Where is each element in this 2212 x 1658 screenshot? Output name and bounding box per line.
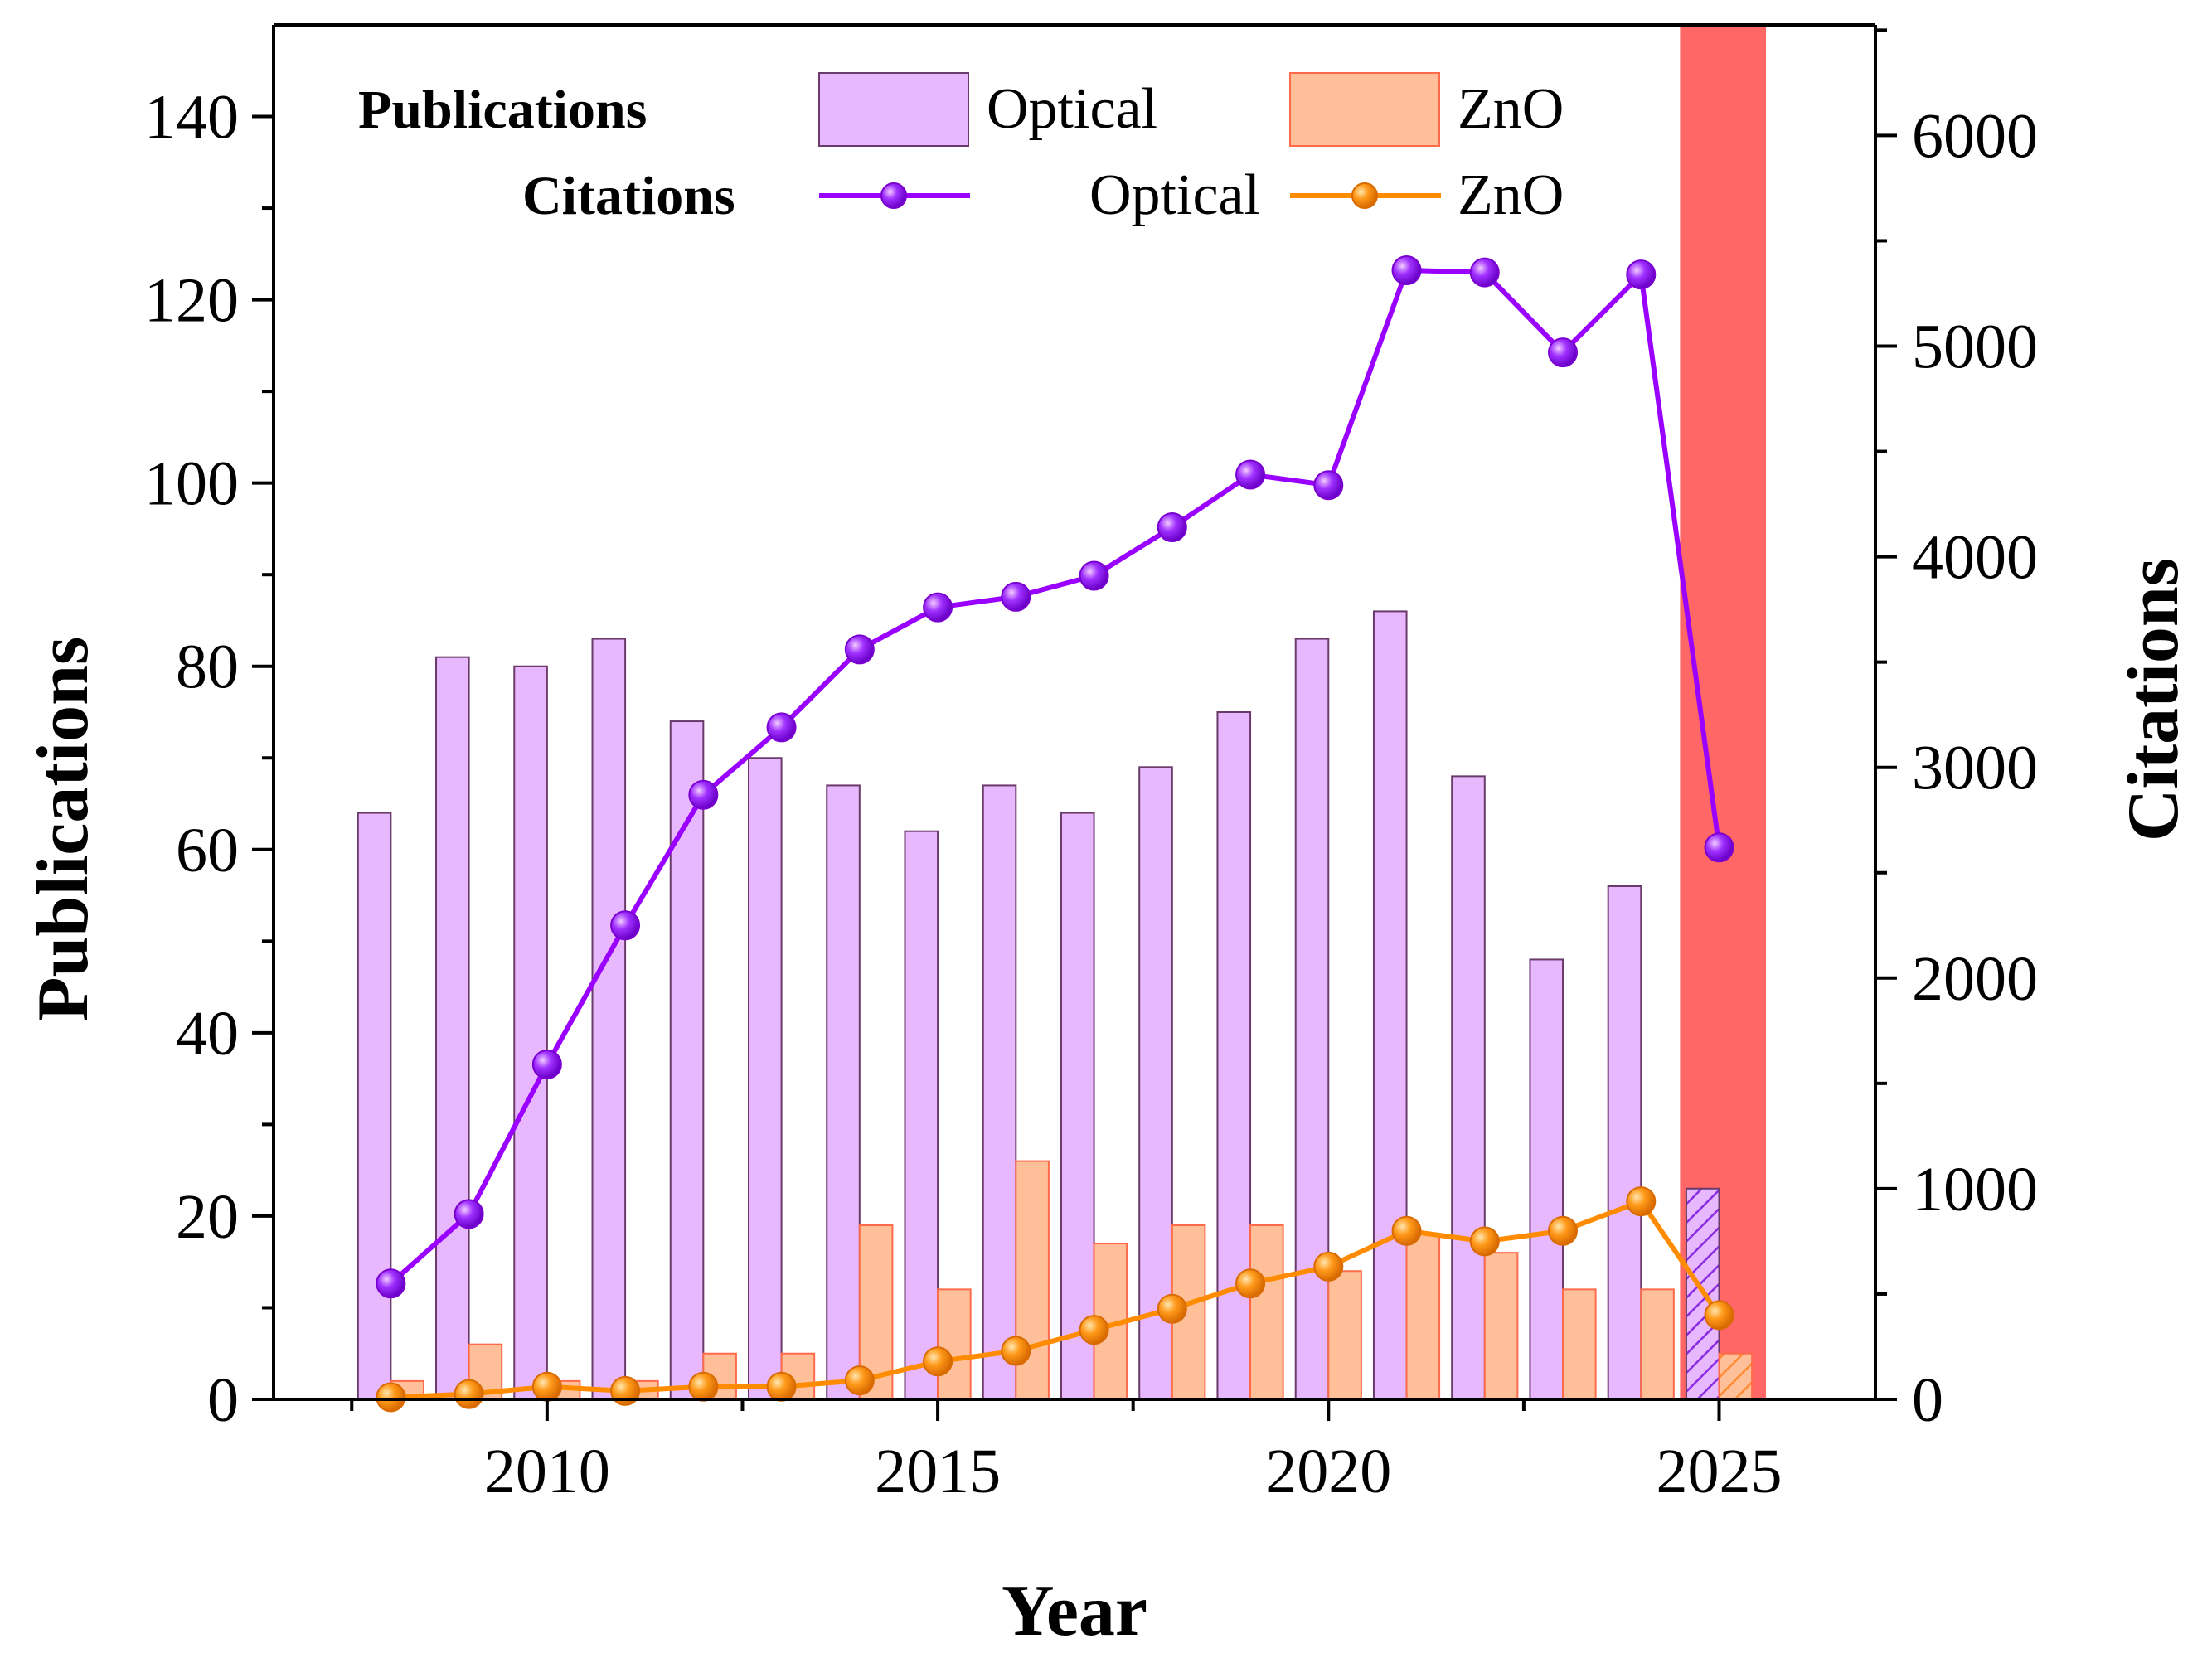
bar-optical-2024 xyxy=(1607,885,1642,1400)
bar-zno-2019 xyxy=(1249,1224,1284,1401)
y-tick-label-60: 60 xyxy=(176,816,239,885)
y-tick-label-0: 0 xyxy=(207,1365,239,1435)
point-citations-zno-2019 xyxy=(1235,1268,1266,1299)
point-citations-optical-2008 xyxy=(376,1268,406,1299)
bar-optical-2013 xyxy=(748,757,783,1400)
y-tick-label-80: 80 xyxy=(176,633,239,702)
highlight-band-2025 xyxy=(1680,25,1767,1399)
tick-labels: 2010 2015 2020 2025 0 20 40 60 80 100 120 140 0 1000 2… xyxy=(144,83,2038,1506)
y-tick-label-100: 100 xyxy=(144,449,239,519)
point-citations-optical-2010 xyxy=(531,1049,562,1079)
bar-zno-2025 xyxy=(1718,1352,1754,1400)
point-citations-optical-2020 xyxy=(1313,470,1344,501)
point-citations-zno-2014 xyxy=(844,1365,875,1396)
point-citations-optical-2009 xyxy=(454,1199,484,1229)
y2-tick-label-2000: 2000 xyxy=(1912,944,2038,1014)
bar-optical-2012 xyxy=(669,720,705,1400)
bar-layer xyxy=(357,610,1754,1401)
y2-tick-label-4000: 4000 xyxy=(1912,523,2038,593)
legend-marker-optical xyxy=(880,182,907,209)
point-citations-zno-2010 xyxy=(531,1371,562,1402)
point-citations-zno-2012 xyxy=(688,1371,719,1402)
point-citations-zno-2009 xyxy=(454,1379,484,1409)
point-citations-zno-2022 xyxy=(1469,1226,1500,1257)
point-citations-zno-2025 xyxy=(1704,1300,1734,1331)
x-tick-label-2025: 2025 xyxy=(1657,1437,1783,1506)
bar-optical-2021 xyxy=(1372,610,1408,1400)
legend-citations-header: Citations xyxy=(522,166,735,226)
point-citations-optical-2011 xyxy=(610,910,641,941)
legend-label-zno-line: ZnO xyxy=(1458,163,1564,227)
x-axis-title: Year xyxy=(1002,1571,1147,1651)
point-citations-optical-2017 xyxy=(1079,560,1109,591)
bar-optical-2017 xyxy=(1060,812,1095,1400)
y-tick-label-40: 40 xyxy=(176,999,239,1069)
y-axis-title-publications: Publications xyxy=(23,637,104,1022)
point-citations-zno-2013 xyxy=(766,1371,797,1402)
bar-optical-2010 xyxy=(513,665,548,1400)
legend: Publications Optical ZnO Citations Optic… xyxy=(358,72,1564,227)
x-tick-label-2020: 2020 xyxy=(1265,1437,1391,1506)
bar-zno-2022 xyxy=(1483,1252,1519,1400)
point-citations-zno-2017 xyxy=(1079,1315,1109,1345)
point-citations-optical-2021 xyxy=(1391,255,1422,286)
bar-optical-2020 xyxy=(1294,638,1330,1400)
point-citations-optical-2015 xyxy=(923,592,953,623)
y-tick-label-120: 120 xyxy=(144,266,239,336)
point-citations-zno-2023 xyxy=(1548,1215,1579,1246)
line-citations-optical xyxy=(389,268,1722,1286)
bar-optical-2015 xyxy=(904,830,939,1400)
legend-publications-header: Publications xyxy=(358,80,647,140)
bar-zno-2024 xyxy=(1640,1288,1675,1400)
point-citations-optical-2014 xyxy=(844,634,875,665)
line-citations-zno xyxy=(390,1199,1721,1400)
legend-swatch-zno-bar xyxy=(1289,72,1440,147)
y2-tick-label-3000: 3000 xyxy=(1912,734,2038,803)
y2-tick-label-6000: 6000 xyxy=(1912,101,2038,171)
point-citations-optical-2019 xyxy=(1235,459,1266,490)
point-citations-zno-2024 xyxy=(1626,1186,1657,1217)
legend-marker-zno xyxy=(1351,182,1378,209)
point-citations-zno-2020 xyxy=(1313,1251,1344,1282)
point-citations-zno-2021 xyxy=(1391,1215,1422,1246)
point-citations-optical-2018 xyxy=(1157,512,1187,543)
point-citations-optical-2022 xyxy=(1469,257,1500,288)
bar-optical-2016 xyxy=(982,784,1017,1400)
line-layer xyxy=(376,255,1734,1413)
bar-zno-2020 xyxy=(1327,1270,1362,1400)
legend-label-optical-line: Optical xyxy=(1089,163,1260,227)
point-citations-zno-2016 xyxy=(1001,1336,1031,1366)
legend-swatch-optical-bar xyxy=(818,72,969,147)
y2-tick-label-5000: 5000 xyxy=(1912,313,2038,382)
bar-optical-2008 xyxy=(357,812,392,1400)
bar-zno-2021 xyxy=(1405,1234,1441,1401)
axes xyxy=(252,23,1897,1421)
bar-optical-2023 xyxy=(1529,958,1564,1400)
point-citations-zno-2008 xyxy=(376,1382,406,1413)
y2-axis-title-citations: Citations xyxy=(2113,558,2194,841)
legend-label-optical-bar: Optical xyxy=(987,77,1157,141)
bar-zno-2023 xyxy=(1562,1288,1597,1400)
bar-optical-2011 xyxy=(591,638,627,1400)
bar-zno-2015 xyxy=(937,1288,972,1400)
bar-optical-2022 xyxy=(1451,775,1486,1400)
point-citations-optical-2024 xyxy=(1626,259,1657,290)
bar-optical-2009 xyxy=(435,656,470,1400)
y2-tick-label-1000: 1000 xyxy=(1912,1155,2038,1224)
point-citations-optical-2023 xyxy=(1548,337,1579,368)
point-citations-zno-2015 xyxy=(923,1346,953,1377)
point-citations-optical-2013 xyxy=(766,712,797,743)
point-citations-optical-2012 xyxy=(688,779,719,810)
point-citations-zno-2018 xyxy=(1157,1293,1187,1324)
point-citations-optical-2025 xyxy=(1704,832,1734,863)
y2-tick-label-0: 0 xyxy=(1912,1365,1943,1435)
legend-label-zno-bar: ZnO xyxy=(1458,77,1564,141)
x-tick-label-2010: 2010 xyxy=(484,1437,610,1506)
x-tick-label-2015: 2015 xyxy=(875,1437,1001,1506)
bar-optical-2014 xyxy=(826,784,861,1400)
point-citations-optical-2016 xyxy=(1001,581,1031,612)
y-tick-label-140: 140 xyxy=(144,83,239,153)
y-tick-label-20: 20 xyxy=(176,1182,239,1252)
